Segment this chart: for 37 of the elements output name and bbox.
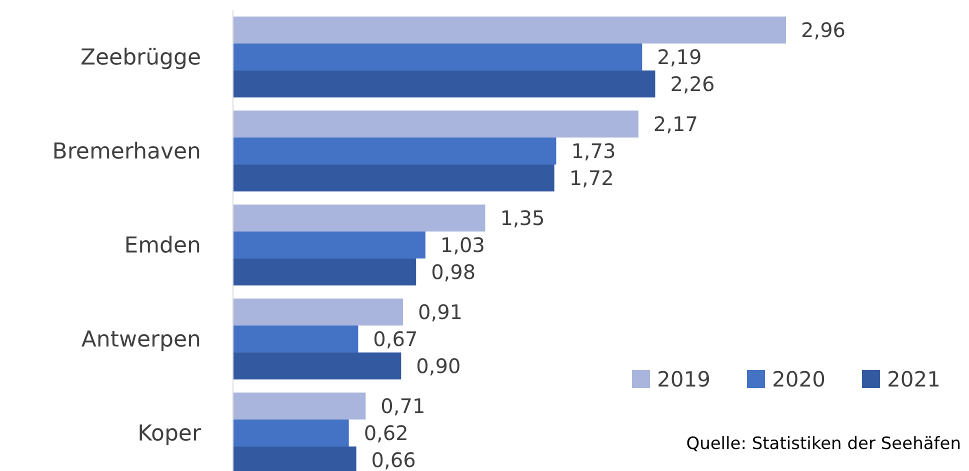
data-label: 2,96 bbox=[801, 18, 846, 42]
data-label: 2,26 bbox=[670, 72, 715, 96]
data-label: 0,91 bbox=[418, 300, 463, 324]
bar bbox=[233, 258, 416, 286]
data-label: 0,66 bbox=[371, 448, 416, 471]
y-tick-label: Bremerhaven bbox=[52, 140, 201, 165]
data-label: 2,17 bbox=[653, 112, 698, 136]
data-label: 1,72 bbox=[569, 166, 614, 190]
legend-label: 2019 bbox=[657, 367, 710, 392]
data-label: 0,71 bbox=[380, 394, 426, 418]
y-tick-label: Koper bbox=[138, 422, 202, 447]
bar bbox=[233, 232, 426, 258]
bar bbox=[233, 70, 656, 98]
bar bbox=[233, 16, 786, 44]
bar bbox=[233, 298, 404, 326]
legend-label: 2021 bbox=[887, 367, 940, 392]
data-label: 1,73 bbox=[571, 139, 616, 163]
bar bbox=[233, 44, 642, 70]
y-tick-label: Zeebrügge bbox=[80, 46, 201, 71]
bar bbox=[233, 392, 366, 420]
data-label: 0,90 bbox=[416, 354, 461, 378]
data-label: 1,35 bbox=[500, 206, 545, 230]
bar bbox=[233, 164, 554, 192]
bar bbox=[233, 326, 358, 352]
y-tick-label: Emden bbox=[124, 234, 201, 259]
bar bbox=[233, 110, 638, 138]
data-label: 0,67 bbox=[373, 327, 418, 351]
y-tick-label: Antwerpen bbox=[81, 328, 201, 353]
data-label: 2,19 bbox=[657, 45, 702, 69]
data-label: 1,03 bbox=[440, 233, 485, 257]
bar bbox=[233, 204, 486, 232]
bar bbox=[233, 352, 402, 380]
data-label: 0,62 bbox=[364, 421, 408, 445]
legend-label: 2020 bbox=[772, 367, 826, 392]
annotation: Quelle: Statistiken der Seehäfen bbox=[686, 434, 961, 454]
data-label: 0,98 bbox=[431, 260, 476, 284]
bar bbox=[233, 138, 556, 164]
